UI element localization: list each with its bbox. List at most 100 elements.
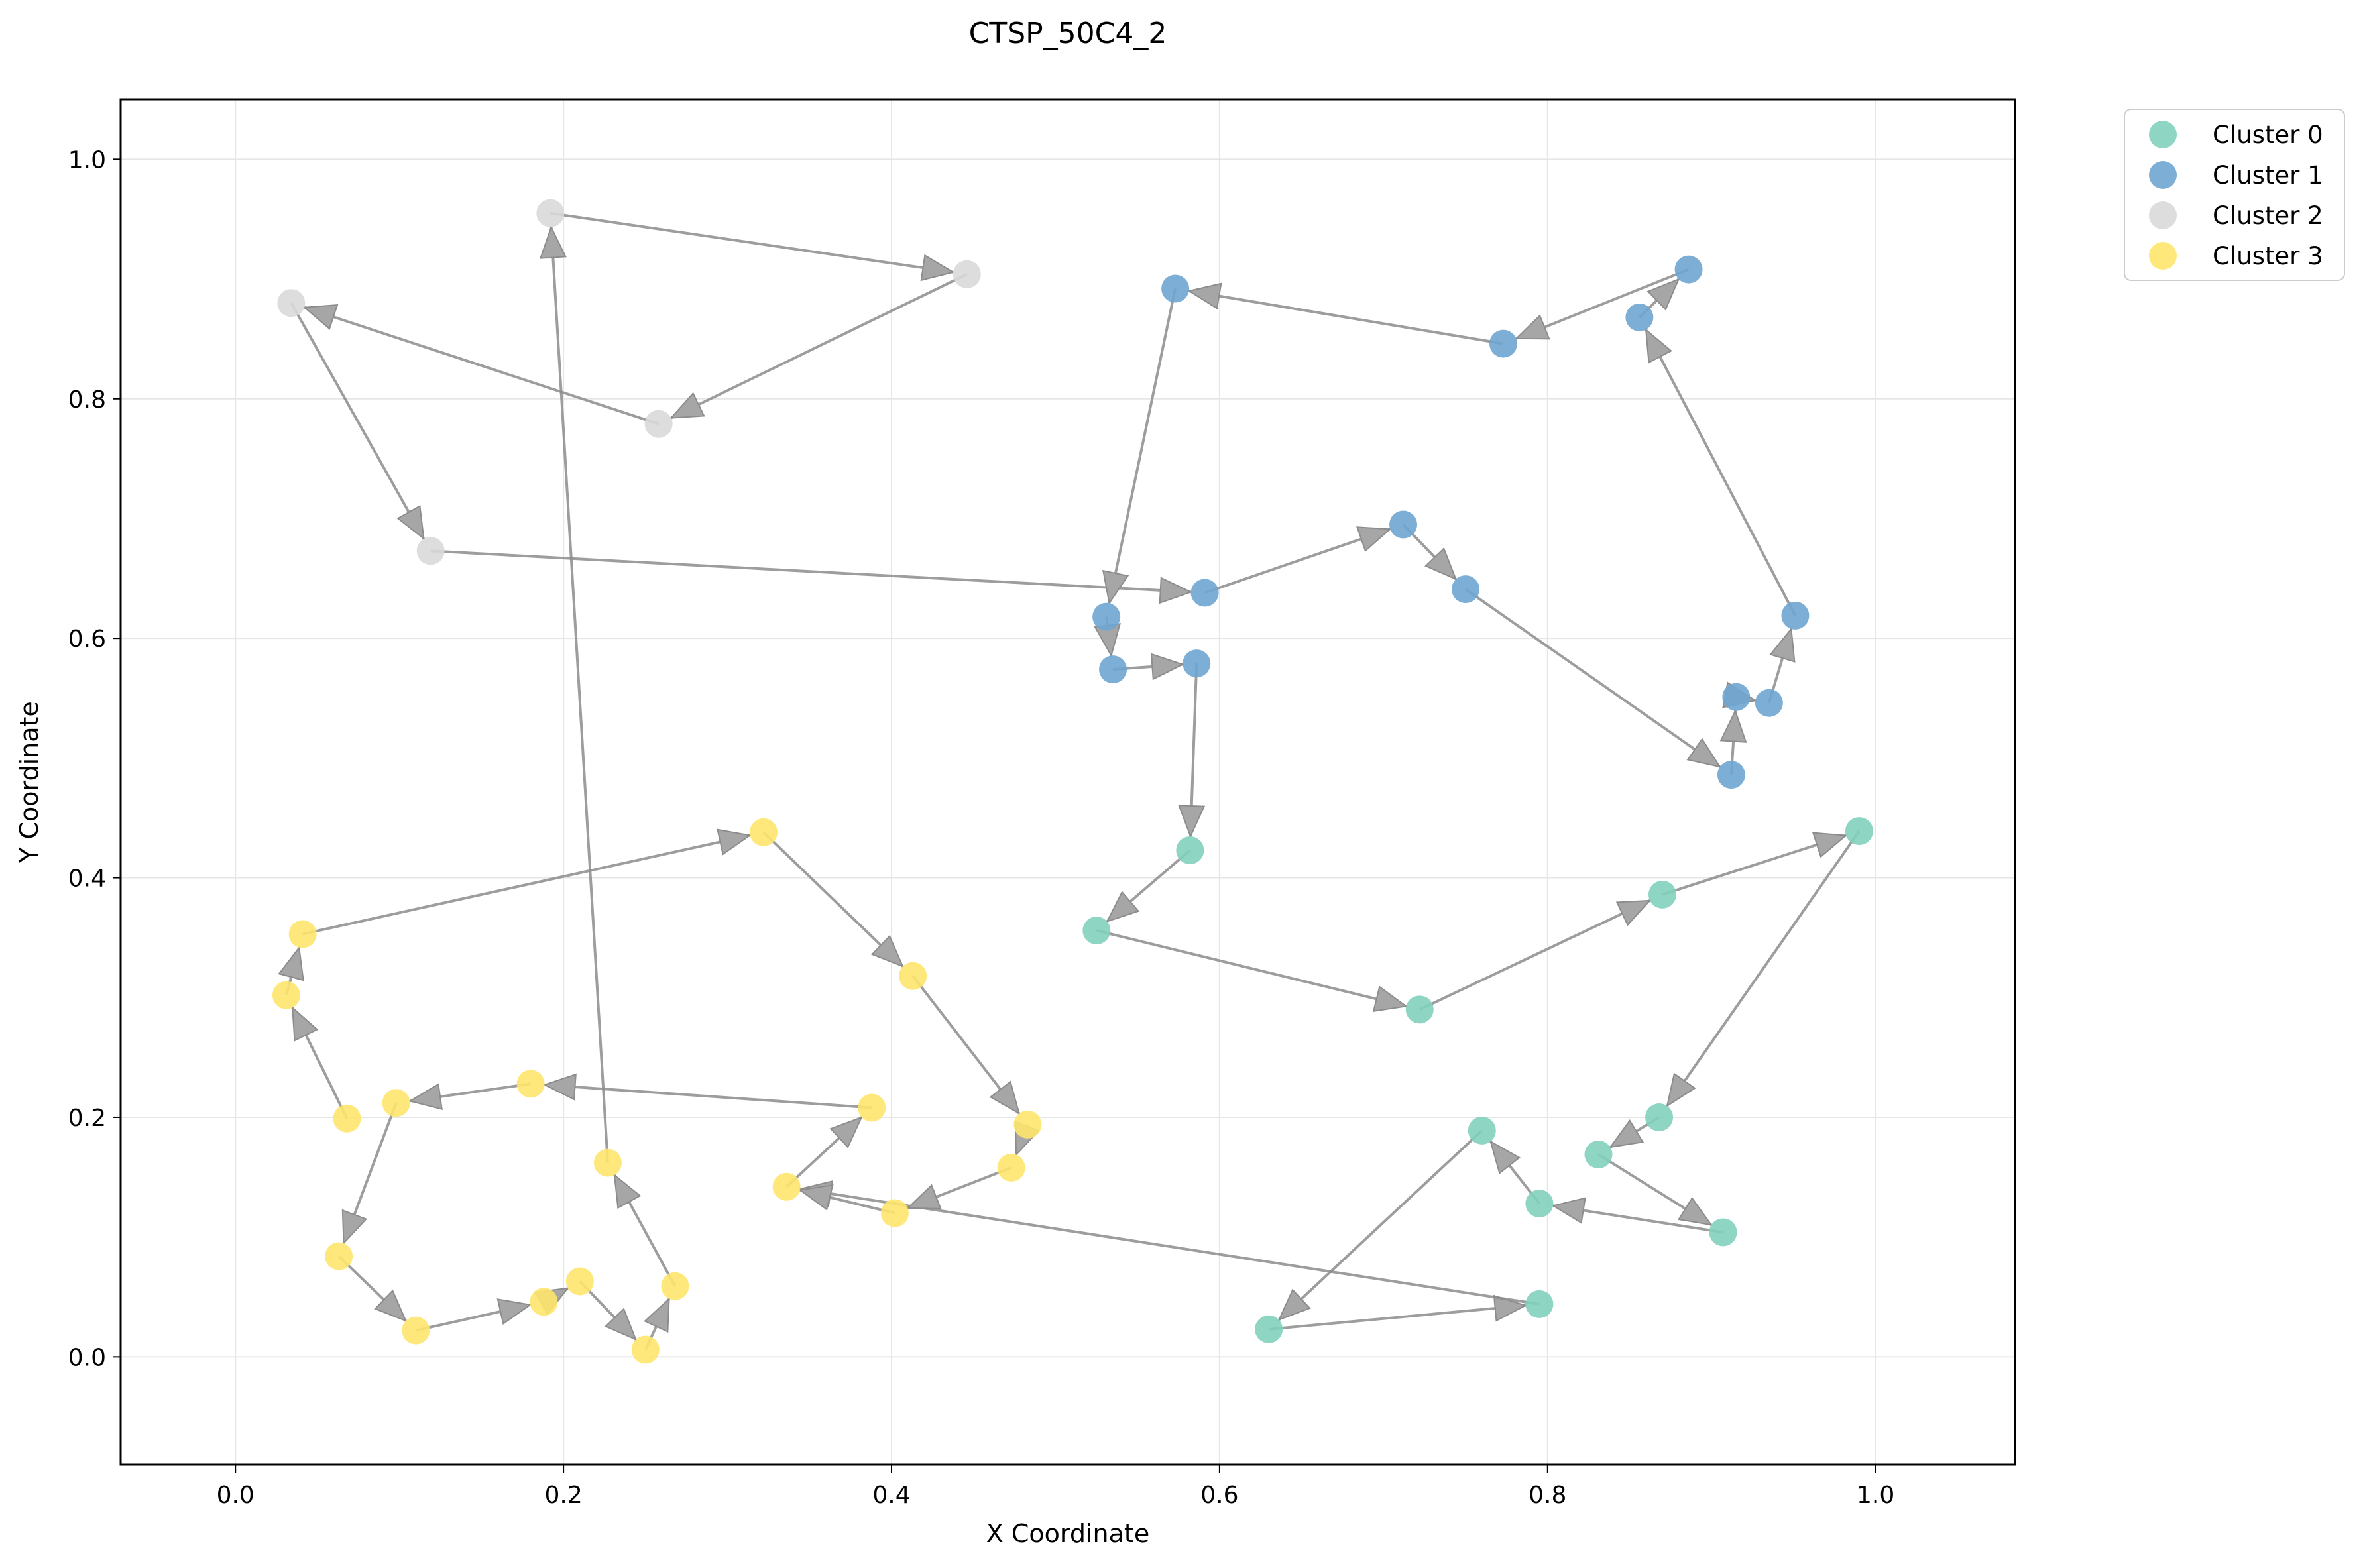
data-point bbox=[333, 1104, 361, 1133]
route-arrowhead bbox=[604, 1308, 638, 1341]
route-segment bbox=[550, 211, 954, 274]
data-point bbox=[1161, 274, 1190, 303]
y-tick-label: 1.0 bbox=[68, 146, 106, 174]
data-point bbox=[1648, 880, 1676, 909]
route-arrowhead bbox=[1609, 1119, 1645, 1148]
route-segment bbox=[1645, 329, 1797, 616]
plot-frame bbox=[119, 98, 2016, 1466]
legend-frame bbox=[2124, 109, 2345, 281]
x-axis-label: X Coordinate bbox=[986, 1519, 1149, 1548]
route-segment bbox=[290, 302, 426, 539]
route-arrowhead bbox=[1645, 328, 1672, 364]
legend-label: Cluster 1 bbox=[2213, 161, 2323, 190]
route-segment bbox=[549, 227, 609, 1163]
route-segment bbox=[544, 1083, 872, 1109]
data-point bbox=[1183, 649, 1211, 678]
legend-marker bbox=[2149, 121, 2177, 148]
data-point bbox=[1845, 817, 1873, 846]
route-arrowhead bbox=[1187, 282, 1222, 309]
data-point bbox=[1645, 1103, 1674, 1131]
route-arrowhead bbox=[1150, 653, 1184, 681]
route-segment bbox=[304, 306, 660, 425]
route-segment bbox=[1464, 588, 1721, 768]
data-point bbox=[530, 1288, 558, 1316]
route-arrowhead bbox=[292, 1006, 319, 1042]
route-arrowhead bbox=[1277, 1288, 1311, 1321]
data-point bbox=[325, 1242, 353, 1270]
data-point bbox=[1781, 601, 1810, 630]
data-point bbox=[516, 1070, 545, 1098]
data-point bbox=[1176, 836, 1204, 864]
route-arrowhead bbox=[1489, 1140, 1521, 1174]
y-tick-label: 0.8 bbox=[68, 386, 106, 414]
data-point bbox=[1755, 689, 1783, 717]
route-arrowhead bbox=[1719, 709, 1747, 743]
route-arrowhead bbox=[717, 828, 752, 856]
data-point bbox=[536, 199, 565, 227]
x-tick-label: 0.8 bbox=[1529, 1482, 1566, 1509]
data-point bbox=[953, 260, 981, 288]
data-point bbox=[1405, 995, 1434, 1024]
data-point bbox=[899, 962, 927, 990]
legend-marker bbox=[2149, 201, 2177, 229]
route-arrowhead bbox=[408, 1083, 443, 1110]
route-segment bbox=[762, 831, 904, 968]
data-point bbox=[1468, 1116, 1496, 1145]
route-arrowhead bbox=[920, 254, 955, 282]
route-arrowhead bbox=[396, 504, 425, 541]
route-arrowhead bbox=[870, 934, 904, 968]
route-arrowhead bbox=[1686, 738, 1721, 768]
legend-marker bbox=[2149, 161, 2177, 189]
route-arrowhead bbox=[341, 1209, 368, 1245]
data-point bbox=[1082, 917, 1111, 945]
route-arrowhead bbox=[906, 1184, 942, 1209]
data-point bbox=[1525, 1290, 1554, 1318]
route-arrowhead bbox=[1515, 314, 1550, 340]
y-axis-label: Y Coordinate bbox=[15, 701, 44, 864]
route-arrowhead bbox=[1178, 805, 1206, 838]
route-segment bbox=[1662, 834, 1847, 896]
data-point bbox=[858, 1093, 886, 1122]
x-tick-label: 0.6 bbox=[1200, 1482, 1238, 1509]
data-point bbox=[1525, 1190, 1554, 1218]
data-point bbox=[772, 1172, 801, 1201]
data-point bbox=[749, 818, 778, 846]
data-point bbox=[277, 289, 306, 317]
route-segment bbox=[670, 273, 968, 420]
data-point bbox=[1013, 1110, 1042, 1139]
data-point bbox=[1092, 602, 1121, 631]
data-point bbox=[402, 1316, 430, 1345]
data-point bbox=[1452, 575, 1480, 604]
route-segment bbox=[1188, 290, 1504, 345]
route-arrowhead bbox=[1106, 891, 1140, 923]
route-arrowhead bbox=[829, 1115, 863, 1148]
legend-label: Cluster 0 bbox=[2213, 121, 2323, 149]
route-arrows bbox=[278, 211, 1861, 1351]
route-arrowhead bbox=[1666, 1072, 1696, 1107]
x-tick-label: 0.4 bbox=[872, 1482, 910, 1509]
data-point bbox=[644, 410, 673, 438]
route-arrowhead bbox=[1812, 832, 1848, 858]
route-arrowhead bbox=[1102, 569, 1129, 605]
data-point bbox=[1584, 1140, 1613, 1168]
route-segment bbox=[302, 834, 750, 936]
data-point bbox=[565, 1267, 594, 1296]
x-tick-label: 0.2 bbox=[544, 1482, 582, 1509]
legend-label: Cluster 3 bbox=[2213, 242, 2323, 270]
route-arrowhead bbox=[1769, 627, 1796, 663]
legend-label: Cluster 2 bbox=[2213, 201, 2323, 230]
route-arrowhead bbox=[539, 225, 567, 259]
route-segment bbox=[1108, 288, 1177, 604]
chart-title: CTSP_50C4_2 bbox=[969, 17, 1167, 50]
data-point bbox=[272, 981, 300, 1009]
data-point bbox=[997, 1153, 1025, 1182]
x-tick-label: 1.0 bbox=[1857, 1482, 1894, 1509]
scatter-points bbox=[272, 199, 1873, 1364]
route-arrowhead bbox=[542, 1073, 577, 1101]
route-arrowhead bbox=[798, 1184, 834, 1211]
data-point bbox=[880, 1199, 909, 1227]
grid bbox=[121, 99, 2015, 1465]
route-arrowhead bbox=[302, 304, 339, 330]
y-tick-label: 0.6 bbox=[68, 626, 106, 653]
